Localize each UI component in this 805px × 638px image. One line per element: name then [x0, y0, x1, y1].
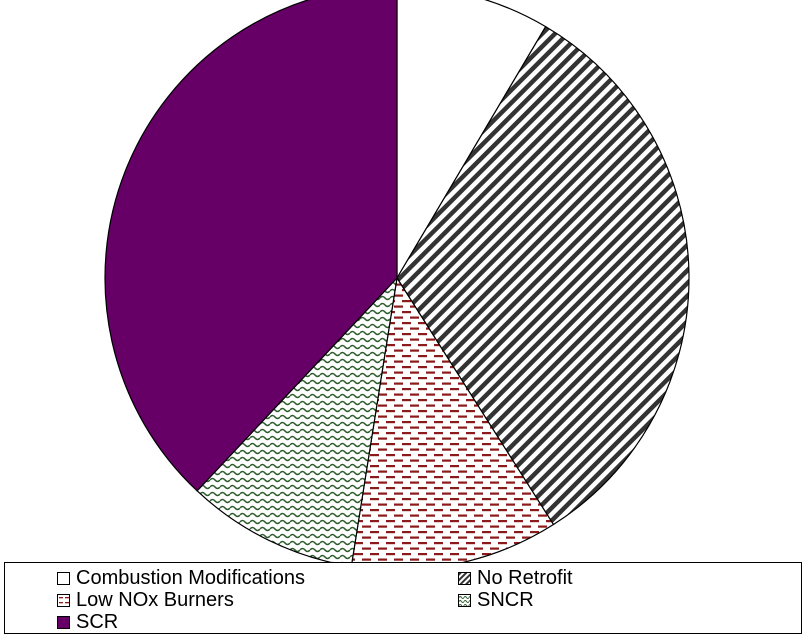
pie-slices [104, 0, 690, 571]
legend-swatch-icon [57, 615, 70, 629]
legend-swatch-icon [458, 593, 471, 607]
legend-item-no-retrofit: No Retrofit [458, 567, 573, 589]
pie-chart-svg [104, 0, 690, 571]
pie-slice-combustion-modifications [396, 0, 547, 281]
legend-item-sncr: SNCR [458, 589, 534, 611]
pie-chart [104, 0, 690, 571]
legend-item-scr: SCR [57, 611, 118, 633]
legend-swatch-icon [57, 571, 70, 585]
legend-label: Combustion Modifications [76, 567, 305, 589]
legend-swatch-icon [458, 571, 471, 585]
pie-slice-scr [104, 0, 398, 492]
legend-swatch-icon [57, 593, 70, 607]
legend-label: SNCR [477, 589, 534, 611]
legend-label: Low NOx Burners [76, 589, 234, 611]
legend-item-low-nox-burners: Low NOx Burners [57, 589, 234, 611]
legend: Combustion Modifications No Retrofit Low… [4, 562, 802, 634]
pie-slice-no-retrofit [396, 25, 690, 526]
legend-label: SCR [76, 611, 119, 633]
legend-label: No Retrofit [477, 567, 573, 589]
legend-item-combustion-modifications: Combustion Modifications [57, 567, 305, 589]
